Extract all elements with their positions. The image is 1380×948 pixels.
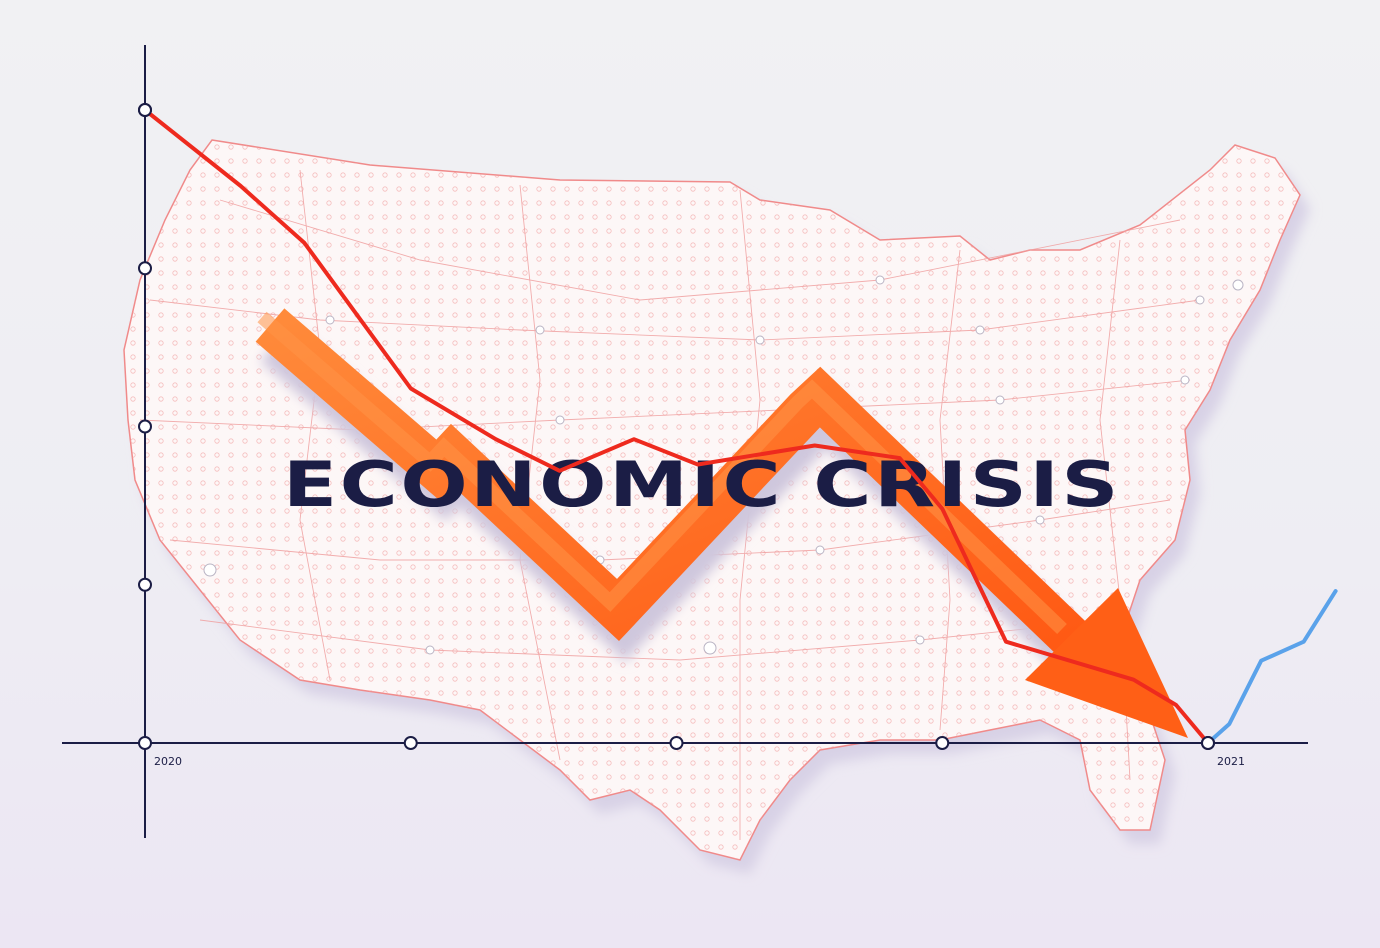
x-tick-label: 2020 bbox=[154, 755, 182, 768]
series-point-start bbox=[138, 103, 152, 117]
trend-arrow-stripe bbox=[257, 311, 1067, 635]
y-axis-marker bbox=[138, 261, 152, 276]
y-axis-marker bbox=[138, 419, 152, 434]
y-axis-marker bbox=[138, 577, 152, 592]
x-tick-label: 2021 bbox=[1217, 755, 1245, 768]
chart-title: ECONOMIC CRISIS bbox=[283, 448, 1121, 521]
x-axis-marker bbox=[935, 736, 950, 750]
x-axis-marker bbox=[403, 736, 418, 750]
series-line-decline bbox=[143, 108, 1210, 745]
series-layer bbox=[143, 108, 1338, 745]
chart-axes bbox=[62, 45, 1308, 838]
trend-arrow-head bbox=[1025, 588, 1188, 738]
trend-arrow bbox=[255, 308, 1188, 738]
series-line-recovery bbox=[1206, 589, 1338, 745]
series-points bbox=[138, 103, 1215, 750]
x-axis-marker bbox=[138, 736, 152, 750]
x-axis-marker bbox=[669, 736, 684, 750]
series-point-end bbox=[1201, 736, 1215, 750]
map-city-nodes bbox=[203, 275, 1244, 655]
